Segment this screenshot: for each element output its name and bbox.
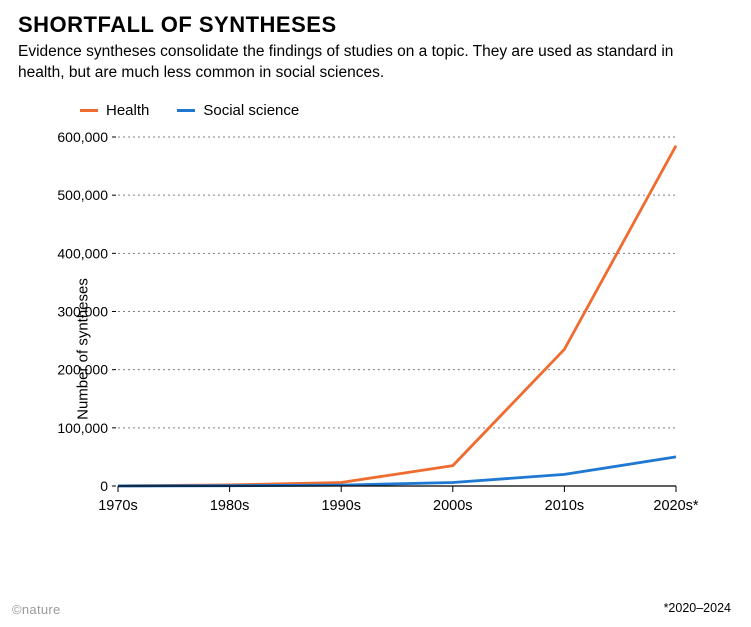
- series-health: [118, 146, 676, 486]
- footnote: *2020–2024: [664, 601, 731, 615]
- series-lines: [118, 146, 676, 486]
- legend-label-health: Health: [106, 102, 149, 119]
- y-tick-label: 400,000: [57, 245, 108, 261]
- legend-swatch-health: [80, 109, 98, 112]
- y-tick-label: 0: [100, 478, 108, 494]
- gridlines: [118, 137, 676, 428]
- x-tick-label: 2000s: [433, 498, 473, 514]
- x-tick-label: 2020s*: [653, 498, 699, 514]
- line-chart-svg: 0 100,000 200,000 300,000 400,000 500,000 600,…: [46, 129, 746, 569]
- y-tick-label: 500,000: [57, 187, 108, 203]
- x-tick-label: 1990s: [321, 498, 361, 514]
- y-tick-label: 200,000: [57, 362, 108, 378]
- x-tick-label: 1970s: [98, 498, 138, 514]
- series-social: [118, 457, 676, 486]
- x-tick-label: 2010s: [545, 498, 585, 514]
- x-ticks: 1970s 1980s 1990s 2000s 2010s 2020s*: [98, 486, 699, 514]
- legend: Health Social science: [80, 102, 733, 119]
- chart-subtitle: Evidence syntheses consolidate the findi…: [18, 42, 678, 84]
- y-ticks: 0 100,000 200,000 300,000 400,000 500,000 600,…: [57, 129, 116, 494]
- y-tick-label: 100,000: [57, 420, 108, 436]
- chart-area: Number of syntheses 0100,000200,000300,0…: [18, 129, 733, 569]
- legend-item-health: Health: [80, 102, 149, 119]
- y-tick-label: 600,000: [57, 129, 108, 145]
- legend-swatch-social: [177, 109, 195, 112]
- chart-title: SHORTFALL OF SYNTHESES: [18, 12, 733, 38]
- legend-label-social: Social science: [203, 102, 299, 119]
- legend-item-social: Social science: [177, 102, 299, 119]
- y-tick-label: 300,000: [57, 303, 108, 319]
- x-tick-label: 1980s: [210, 498, 250, 514]
- credit: ©nature: [12, 602, 61, 617]
